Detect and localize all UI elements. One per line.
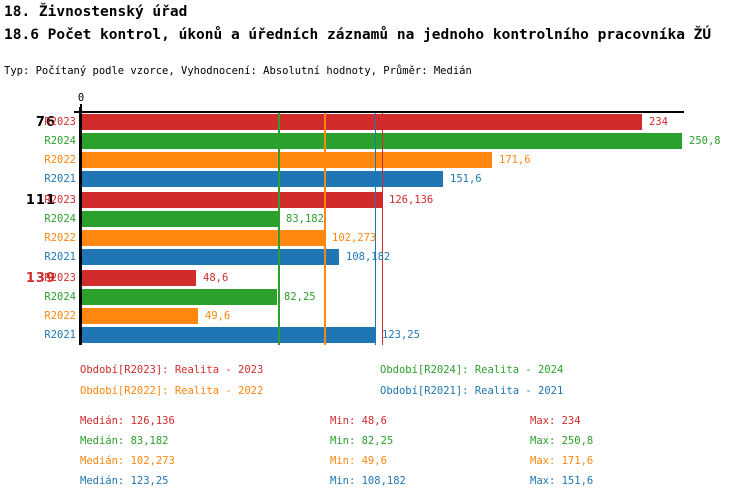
bar-R2022 (79, 308, 198, 324)
bar-value-label-R2022: 102,273 (332, 232, 377, 244)
stat-max-R2024: Max: 250,8 (530, 435, 594, 447)
stat-median-R2024: Medián: 83,182 (80, 435, 169, 447)
row-label-R2021: R2021 (44, 251, 76, 263)
bar-R2021 (79, 249, 339, 265)
bar-R2024 (79, 133, 682, 149)
row-label-R2024: R2024 (44, 291, 76, 303)
row-label-R2021: R2021 (44, 329, 76, 341)
row-label-R2022: R2022 (44, 310, 76, 322)
legend-item-R2021: Období[R2021]: Realita - 2021 (380, 385, 564, 397)
bar-value-label-R2023: 126,136 (389, 194, 434, 206)
bar-value-label-R2023: 48,6 (203, 272, 229, 284)
bar-R2021 (79, 171, 443, 187)
row-label-R2022: R2022 (44, 154, 76, 166)
stat-median-R2023: Medián: 126,136 (80, 415, 175, 427)
bar-value-label-R2022: 49,6 (205, 310, 231, 322)
group-label: 76 (35, 115, 56, 130)
median-line-R2022 (324, 113, 326, 345)
stat-median-R2021: Medián: 123,25 (80, 475, 169, 487)
bar-value-label-R2022: 171,6 (499, 154, 531, 166)
bar-value-label-R2021: 151,6 (450, 173, 482, 185)
legend-item-R2023: Období[R2023]: Realita - 2023 (80, 364, 264, 376)
bar-R2023 (79, 192, 382, 208)
stat-min-R2022: Min: 49,6 (330, 455, 387, 467)
group-label: 111 (25, 193, 56, 208)
legend-item-R2024: Období[R2024]: Realita - 2024 (380, 364, 564, 376)
median-line-R2021 (374, 113, 377, 345)
chart-meta: Typ: Počítaný podle vzorce, Vyhodnocení:… (4, 65, 472, 77)
bar-R2022 (79, 152, 492, 168)
x-axis-line (74, 111, 684, 113)
bar-R2024 (79, 289, 277, 305)
stat-min-R2023: Min: 48,6 (330, 415, 387, 427)
row-label-R2021: R2021 (44, 173, 76, 185)
bar-value-label-R2024: 250,8 (689, 135, 721, 147)
page-subtitle: 18.6 Počet kontrol, úkonů a úředních záz… (4, 27, 712, 43)
y-axis-line (79, 107, 82, 345)
bar-value-label-R2023: 234 (649, 116, 668, 128)
row-label-R2023: R2023 (44, 194, 76, 206)
stat-min-R2021: Min: 108,182 (330, 475, 406, 487)
row-label-R2023: R2023 (44, 116, 76, 128)
stat-min-R2024: Min: 82,25 (330, 435, 394, 447)
stat-max-R2021: Max: 151,6 (530, 475, 594, 487)
bar-value-label-R2021: 108,182 (346, 251, 391, 263)
bar-R2023 (79, 270, 196, 286)
bar-R2024 (79, 211, 279, 227)
bar-R2021 (79, 327, 375, 343)
stat-max-R2022: Max: 171,6 (530, 455, 594, 467)
median-line-R2023 (381, 113, 384, 345)
legend-item-R2022: Období[R2022]: Realita - 2022 (80, 385, 264, 397)
row-label-R2023: R2023 (44, 272, 76, 284)
bar-value-label-R2024: 83,182 (286, 213, 324, 225)
stat-max-R2023: Max: 234 (530, 415, 581, 427)
bar-R2022 (79, 230, 325, 246)
x-axis-tick (80, 104, 82, 111)
stat-median-R2022: Medián: 102,273 (80, 455, 175, 467)
row-label-R2024: R2024 (44, 213, 76, 225)
bar-value-label-R2024: 82,25 (284, 291, 316, 303)
row-label-R2024: R2024 (44, 135, 76, 147)
x-axis-tick-label: 0 (77, 92, 85, 104)
median-line-R2024 (278, 113, 280, 345)
bar-value-label-R2021: 123,25 (382, 329, 420, 341)
group-label: 139 (25, 271, 56, 286)
page-title: 18. Živnostenský úřad (4, 4, 188, 20)
bar-R2023 (79, 114, 642, 130)
row-label-R2022: R2022 (44, 232, 76, 244)
